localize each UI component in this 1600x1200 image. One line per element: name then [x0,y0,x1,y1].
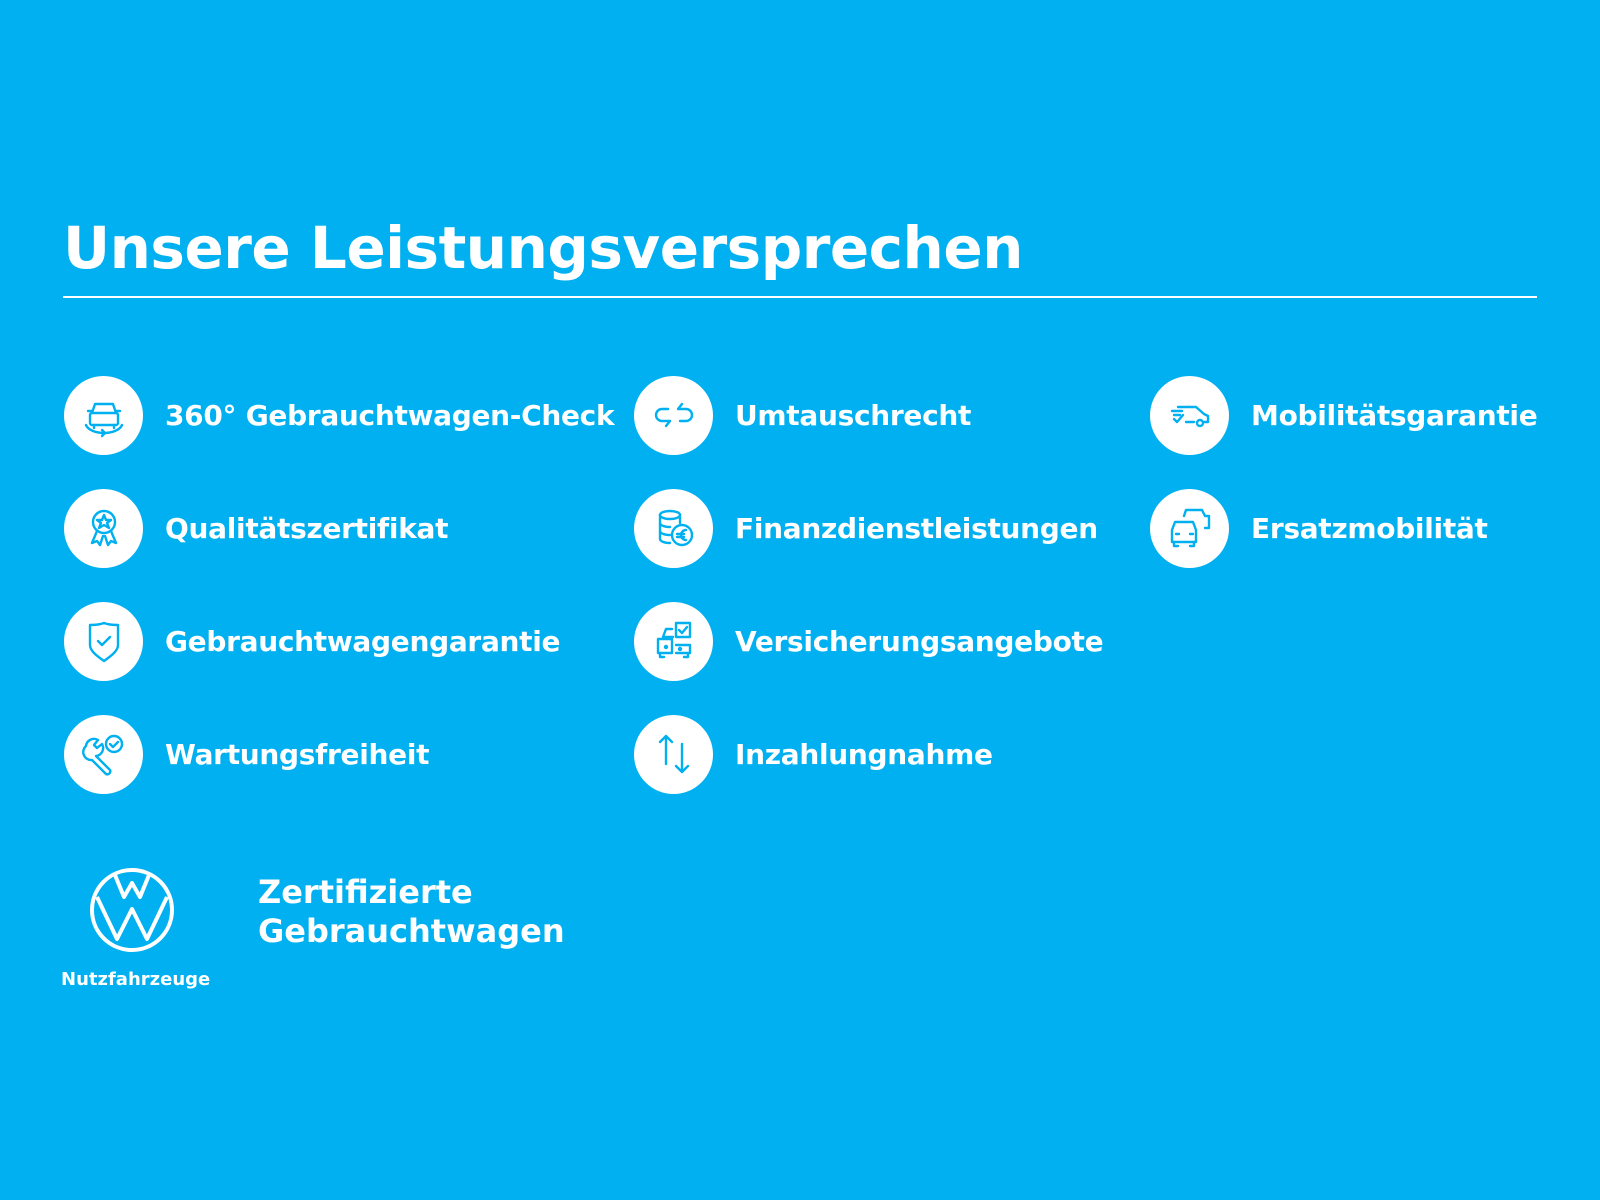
feature-insurance: Versicherungsangebote [634,601,1104,681]
claim-line-1: Zertifizierte [258,873,473,911]
brand-subtitle: Nutzfahrzeuge [61,969,211,990]
feature-quality-certificate: Qualitätszertifikat [64,488,449,568]
page-title: Unsere Leistungsversprechen [63,214,1023,282]
shield-check-icon [64,601,143,681]
feature-label: Mobilitätsgarantie [1251,398,1538,432]
feature-mobility-guarantee: Mobilitätsgarantie [1150,375,1538,455]
certified-claim: Zertifizierte Gebrauchtwagen [258,873,565,951]
feature-exchange: Umtauschrecht [634,375,971,455]
feature-label: Umtauschrecht [735,398,972,432]
feature-label: Qualitätszertifikat [165,511,449,545]
award-ribbon-icon [64,488,143,568]
up-down-arrows-icon [634,714,713,794]
wrench-check-icon [64,714,143,794]
feature-360-check: 360° Gebrauchtwagen-Check [64,375,615,455]
vw-logo [90,868,174,952]
feature-replacement-mobility: Ersatzmobilität [1150,488,1488,568]
feature-label: Wartungsfreiheit [165,737,430,771]
feature-financial-services: Finanzdienstleistungen [634,488,1098,568]
two-cars-icon [1150,488,1229,568]
feature-label: Ersatzmobilität [1251,511,1488,545]
van-check-icon [1150,375,1229,455]
car-360-icon [64,375,143,455]
feature-label: Finanzdienstleistungen [735,511,1098,545]
feature-label: Inzahlungnahme [735,737,993,771]
feature-warranty: Gebrauchtwagengarantie [64,601,561,681]
feature-label: Gebrauchtwagengarantie [165,624,561,658]
coins-euro-icon [634,488,713,568]
car-checklist-icon [634,601,713,681]
exchange-arrows-icon [634,375,713,455]
feature-label: Versicherungsangebote [735,624,1104,658]
feature-maintenance: Wartungsfreiheit [64,714,430,794]
feature-trade-in: Inzahlungnahme [634,714,993,794]
title-divider [63,296,1537,298]
feature-label: 360° Gebrauchtwagen-Check [165,398,615,432]
claim-line-2: Gebrauchtwagen [258,912,565,950]
